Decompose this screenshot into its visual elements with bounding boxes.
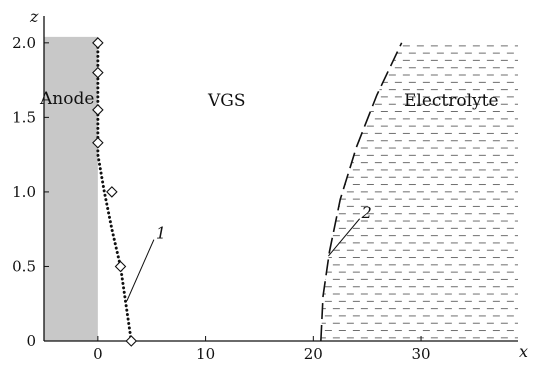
diamond-marker	[92, 104, 104, 116]
annotations-layer: 12	[126, 203, 372, 301]
annotation-1-label: 1	[156, 224, 166, 243]
diamond-marker	[125, 335, 138, 347]
annotation-2-leader	[328, 218, 361, 257]
x-tick-label: 0	[93, 345, 103, 363]
y-tick-label: 1.0	[12, 183, 36, 201]
y-tick-label: 2.0	[12, 34, 36, 52]
diamond-marker	[92, 37, 104, 49]
annotation-1-leader	[126, 239, 155, 301]
diamond-marker	[92, 66, 104, 79]
vgs-label: VGS	[207, 91, 246, 111]
series-layer	[96, 41, 403, 343]
x-tick-label: 30	[411, 345, 430, 363]
x-axis-label: x	[519, 342, 528, 361]
markers-layer	[92, 37, 138, 347]
diamond-marker	[114, 260, 127, 273]
x-tick-label: 10	[196, 345, 215, 363]
anode-label: Anode	[39, 89, 94, 109]
electrolyte-hatching	[320, 45, 518, 339]
axis-ticks: 0 10 20 30 0 0.5 1.0 1.5 2.0	[12, 34, 430, 363]
electrolyte-label: Electrolyte	[404, 91, 499, 111]
y-tick-label: 0	[26, 332, 36, 350]
diamond-marker	[106, 186, 118, 198]
series-1-line	[96, 41, 133, 343]
series-2-line	[320, 42, 403, 342]
axes	[43, 16, 518, 342]
y-axis-label: z	[29, 7, 39, 26]
anode-region	[44, 36, 98, 342]
y-tick-label: 1.5	[12, 108, 36, 126]
diamond-marker	[92, 136, 104, 149]
x-tick-label: 20	[304, 345, 323, 363]
y-tick-label: 0.5	[12, 257, 36, 275]
annotation-2-label: 2	[361, 203, 372, 222]
